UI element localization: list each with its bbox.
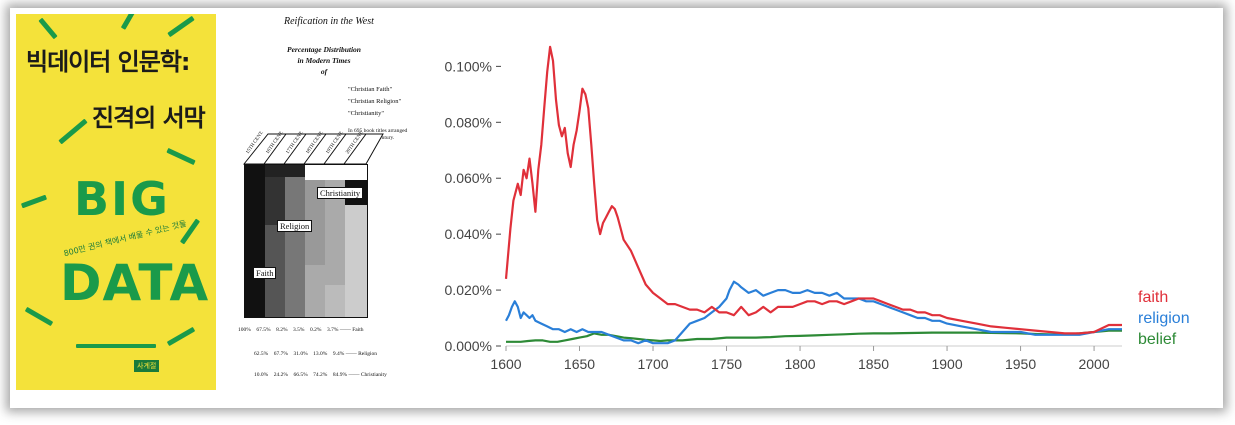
- x-tick-label: 1650: [564, 356, 595, 372]
- x-tick-label: 2000: [1078, 356, 1109, 372]
- x-tick-label: 1850: [858, 356, 889, 372]
- scan-caption: Percentage Distribution in Modern Times …: [278, 44, 370, 77]
- scan-row-label: Religion: [358, 351, 378, 357]
- scan-cell: 13.0%: [313, 351, 328, 357]
- series-line-faith: [504, 45, 1122, 335]
- x-tick-label: 1700: [637, 356, 668, 372]
- scan-label-religion: Religion: [277, 220, 313, 232]
- scanned-page: Reification in the West Percentage Distr…: [228, 14, 423, 390]
- scan-cell: 10.0%: [254, 372, 269, 378]
- scan-data-row: 100% 67.5% 8.2% 3.5% 0.2% 3.7% —— Faith: [238, 327, 364, 333]
- cover-data-text: DATA: [60, 254, 210, 312]
- scan-cell: 84.9%: [332, 372, 348, 378]
- scan-caption-line: of: [320, 67, 328, 76]
- scan-label-faith: Faith: [253, 267, 277, 279]
- scan-cell: 66.5%: [293, 372, 308, 378]
- scan-cell: 67.5%: [256, 327, 271, 333]
- scan-cell: 24.2%: [273, 372, 288, 378]
- x-tick-label: 1950: [1005, 356, 1036, 372]
- scan-header: Reification in the West: [284, 16, 374, 27]
- cover-title-line1: 빅데이터 인문학:: [26, 48, 191, 76]
- book-cover: 빅데이터 인문학: 진격의 서막 BIG 800만 권의 책에서 배울 수 있는…: [16, 14, 216, 390]
- cover-stripe: [166, 326, 196, 347]
- scan-quote: "Christianity": [348, 110, 385, 117]
- cover-stripe: [120, 14, 140, 30]
- scan-row-label: Christianity: [360, 372, 387, 378]
- x-tick-label: 1600: [490, 356, 521, 372]
- legend-label-belief: belief: [1138, 331, 1177, 348]
- x-tick-label: 1800: [784, 356, 815, 372]
- scan-cell: 8.2%: [276, 327, 288, 333]
- scan-cell: 62.5%: [254, 351, 269, 357]
- scan-distribution-box: Religion Faith Christianity: [244, 164, 368, 318]
- cover-stripe: [167, 15, 195, 38]
- series-line-religion: [505, 280, 1122, 345]
- scan-cell: 0.2%: [310, 327, 322, 333]
- cover-title-line2: 진격의 서막: [92, 104, 206, 132]
- scan-data-row: 10.0% 24.2% 66.5% 74.2% 84.9% —— Christi…: [254, 372, 387, 378]
- scan-distribution-graphic: [245, 165, 367, 317]
- scan-column-headers: 15TH CENT. 16TH CENT. 17TH CENT. 18TH CE…: [242, 130, 384, 165]
- y-tick-label: 0.080%: [445, 114, 492, 130]
- cover-big-text: BIG: [74, 172, 170, 226]
- scan-label-christianity: Christianity: [317, 187, 364, 199]
- scan-cell: 9.4%: [332, 351, 345, 357]
- legend-label-religion: religion: [1138, 310, 1190, 327]
- y-tick-label: 0.020%: [445, 282, 492, 298]
- cover-stripe: [58, 118, 88, 145]
- y-tick-label: 0.040%: [445, 226, 492, 242]
- scan-cell: 74.2%: [313, 372, 328, 378]
- scan-cell: 100%: [238, 327, 251, 333]
- ngram-chart: 0.000% 0.020% 0.040% 0.060% 0.080% 0.100% 1600…: [422, 14, 1216, 390]
- scan-row-label: Faith: [352, 327, 364, 333]
- scan-caption-line: in Modern Times: [297, 56, 351, 65]
- y-tick-label: 0.000%: [445, 338, 492, 354]
- legend-label-faith: faith: [1138, 289, 1168, 306]
- scan-cell: 31.0%: [293, 351, 308, 357]
- cover-stripe: [166, 147, 196, 166]
- scan-quote: "Christian Religion": [348, 98, 402, 105]
- scan-caption-line: Percentage Distribution: [287, 45, 361, 54]
- y-tick-label: 0.060%: [445, 170, 492, 186]
- ngram-chart-svg: 0.000% 0.020% 0.040% 0.060% 0.080% 0.100% 1600…: [445, 45, 1190, 372]
- cover-stripe: [38, 17, 58, 40]
- y-tick-label: 0.100%: [445, 58, 492, 74]
- composite-image: 빅데이터 인문학: 진격의 서막 BIG 800만 권의 책에서 배울 수 있는…: [16, 14, 1216, 390]
- x-tick-label: 1750: [711, 356, 742, 372]
- cover-stripe: [24, 306, 54, 327]
- cover-stripe: [20, 194, 48, 209]
- scan-data-row: 62.5% 67.7% 31.0% 13.0% 9.4% —— Religion: [254, 351, 378, 357]
- x-tick-label: 1900: [931, 356, 962, 372]
- scan-cell: 67.7%: [273, 351, 288, 357]
- cover-bowl: [76, 344, 156, 348]
- scan-cell: 3.5%: [293, 327, 305, 333]
- scan-cell: 3.7%: [326, 327, 339, 333]
- cover-publisher: 사계절: [134, 360, 160, 372]
- scan-quote: "Christian Faith": [348, 86, 393, 93]
